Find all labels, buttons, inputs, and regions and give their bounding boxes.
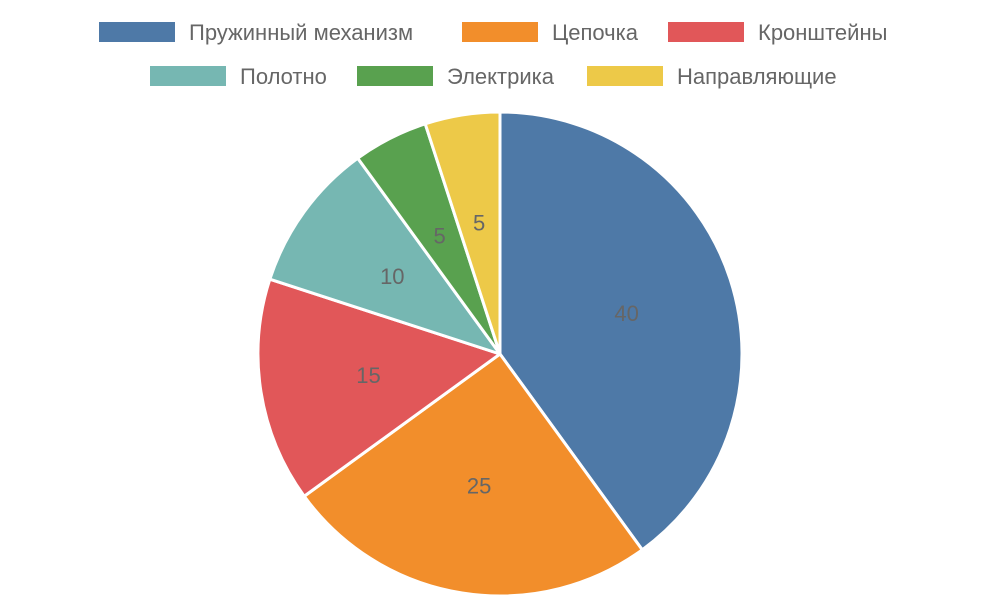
legend-swatch	[587, 66, 663, 86]
slice-value-label: 40	[614, 301, 638, 326]
slice-value-label: 5	[473, 211, 485, 236]
legend-swatch	[357, 66, 433, 86]
pie-slice	[498, 110, 744, 552]
chart-legend: Пружинный механизм Цепочка Кронштейны Полот…	[99, 20, 887, 89]
legend-label: Кронштейны	[758, 20, 887, 45]
legend-item: Кронштейны	[668, 20, 887, 45]
legend-item: Цепочка	[462, 20, 639, 45]
legend-item: Направляющие	[587, 64, 837, 89]
legend-label: Цепочка	[552, 20, 639, 45]
pie-slice	[268, 156, 502, 356]
pie-slices	[256, 110, 744, 598]
slice-value-label: 15	[356, 363, 380, 388]
legend-label: Направляющие	[677, 64, 837, 89]
slice-value-label: 25	[467, 473, 491, 498]
legend-swatch	[150, 66, 226, 86]
legend-item: Электрика	[357, 64, 555, 89]
slice-value-labels: 40 25 15 10 5 5	[356, 211, 639, 499]
legend-swatch	[668, 22, 744, 42]
slice-value-label: 5	[433, 223, 445, 248]
legend-label: Пружинный механизм	[189, 20, 413, 45]
pie-slice	[302, 352, 644, 598]
legend-swatch	[462, 22, 538, 42]
pie-slice	[423, 110, 502, 356]
slice-value-label: 10	[380, 264, 404, 289]
legend-item: Пружинный механизм	[99, 20, 413, 45]
legend-label: Полотно	[240, 64, 327, 89]
pie-slice	[256, 277, 502, 498]
legend-label: Электрика	[447, 64, 555, 89]
legend-item: Полотно	[150, 64, 327, 89]
legend-swatch	[99, 22, 175, 42]
